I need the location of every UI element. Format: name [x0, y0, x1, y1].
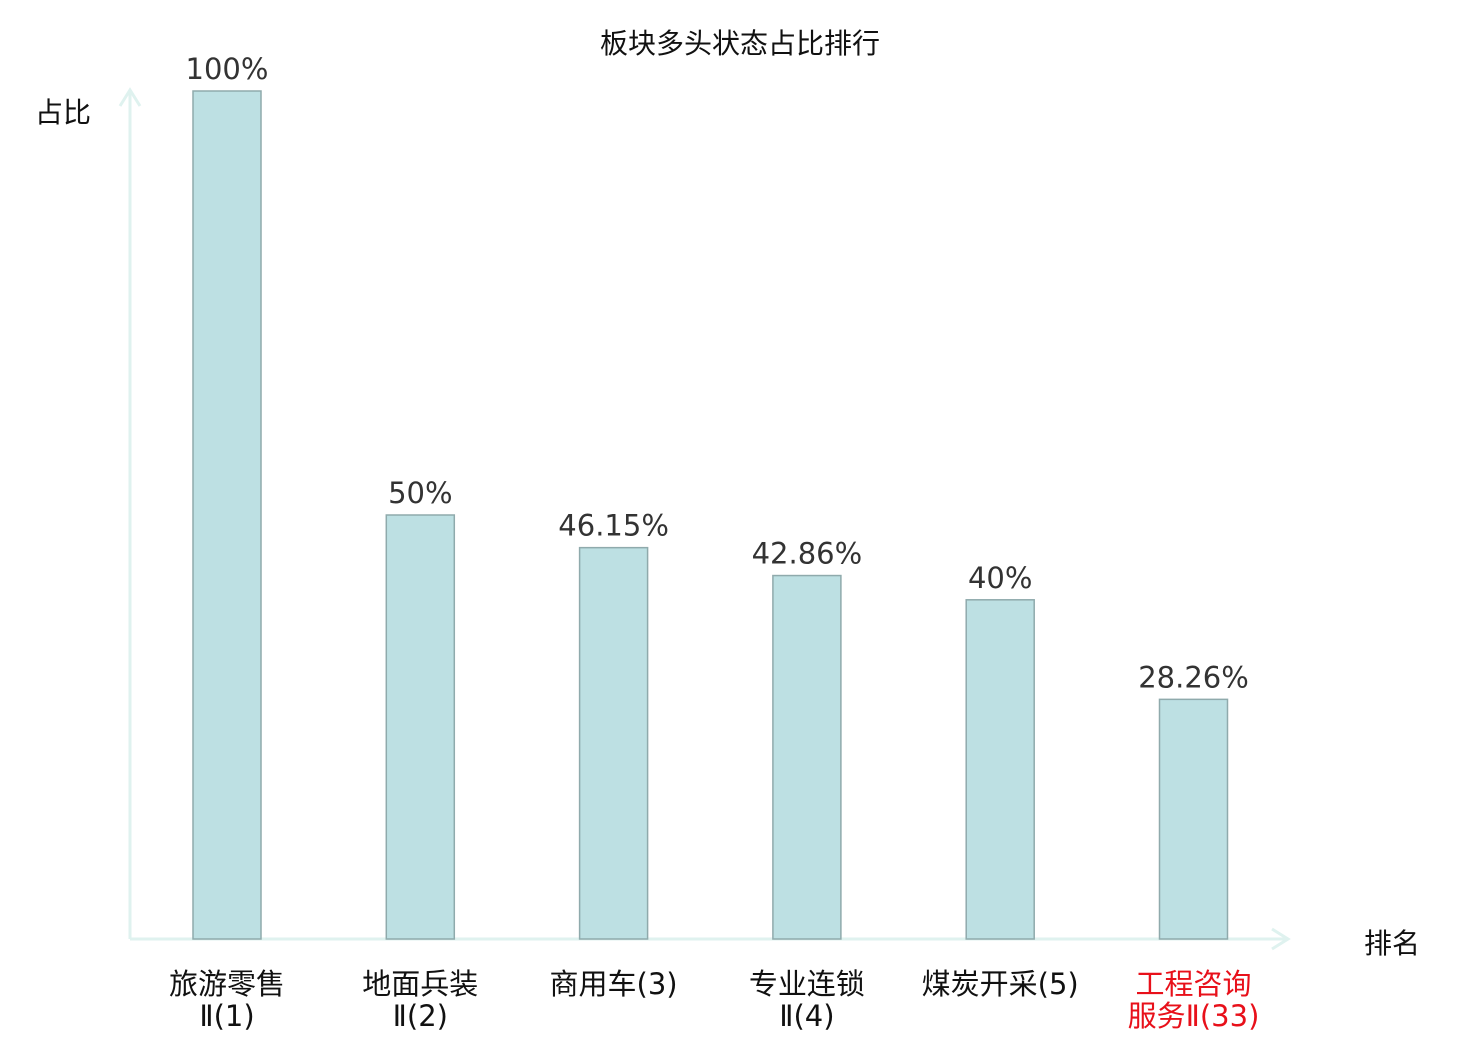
data-label: 28.26%	[1138, 660, 1249, 694]
x-axis-arrow	[1271, 927, 1291, 951]
x-tick-label: 商用车(3)	[550, 967, 678, 1001]
x-tick-label: 专业连锁	[749, 967, 865, 1001]
chart-title: 板块多头状态占比排行	[600, 27, 880, 60]
data-label: 50%	[388, 476, 452, 510]
bar	[1158, 698, 1229, 940]
y-axis-arrow	[118, 87, 142, 107]
bar	[192, 90, 262, 940]
x-tick-label: 煤炭开采(5)	[922, 967, 1079, 1001]
data-label: 40%	[968, 561, 1032, 595]
axes	[118, 87, 1291, 951]
bar	[965, 599, 1035, 940]
data-label: 46.15%	[558, 509, 669, 543]
x-axis-label: 排名	[1364, 927, 1420, 960]
bar	[772, 574, 842, 940]
x-tick-label: Ⅱ(2)	[393, 999, 448, 1033]
data-label: 100%	[186, 52, 269, 86]
bar	[385, 514, 456, 940]
x-tick-label: 工程咨询	[1135, 967, 1251, 1001]
y-axis-label: 占比	[35, 96, 91, 129]
x-tick-label: 旅游零售	[169, 967, 285, 1001]
bar	[578, 546, 649, 940]
x-tick-label: Ⅱ(4)	[779, 999, 834, 1033]
data-label: 42.86%	[752, 537, 863, 571]
x-tick-label: 服务Ⅱ(33)	[1128, 999, 1260, 1033]
x-tick-label: Ⅱ(1)	[199, 999, 254, 1033]
x-tick-label: 地面兵装	[362, 967, 478, 1001]
